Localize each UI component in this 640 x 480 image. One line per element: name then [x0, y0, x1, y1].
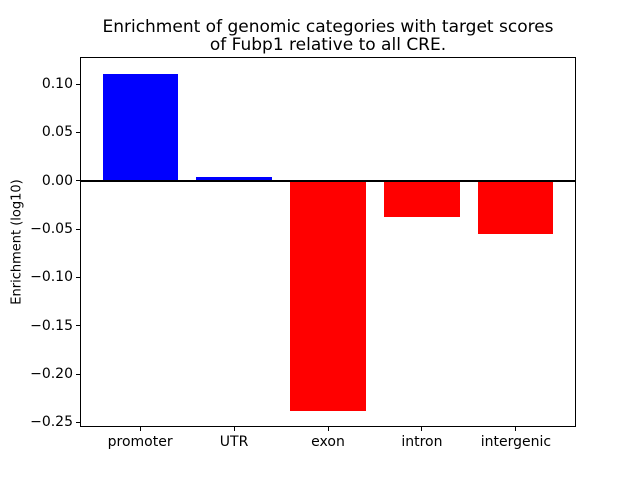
bar-intron [384, 180, 460, 218]
x-tick-mark [515, 427, 517, 431]
y-tick-mark [76, 180, 80, 182]
chart-title-line2: of Fubp1 relative to all CRE. [209, 35, 447, 55]
y-axis-label: Enrichment (log10) [9, 179, 25, 305]
x-tick-label-exon: exon [311, 434, 345, 450]
x-tick-label-UTR: UTR [219, 434, 249, 450]
y-tick-label: 0.10 [41, 76, 73, 93]
y-tick-mark [76, 228, 80, 230]
zero-line [80, 179, 576, 182]
bar-UTR [196, 176, 272, 181]
x-tick-mark [327, 427, 329, 431]
y-tick-label: −0.15 [30, 317, 73, 334]
y-tick-label: −0.25 [30, 414, 73, 431]
x-tick-label-promoter: promoter [107, 434, 173, 450]
x-tick-label-intron: intron [401, 434, 443, 450]
bar-promoter [102, 74, 178, 181]
y-tick-mark [76, 325, 80, 327]
y-tick-mark [76, 83, 80, 85]
y-tick-label: 0.00 [41, 172, 73, 189]
y-tick-mark [76, 276, 80, 278]
y-tick-mark [76, 373, 80, 375]
chart-title-line1: Enrichment of genomic categories with ta… [102, 17, 554, 37]
y-tick-label: 0.05 [41, 124, 73, 141]
x-tick-label-intergenic: intergenic [480, 434, 552, 450]
y-tick-label: −0.05 [30, 221, 73, 238]
y-tick-label: −0.10 [30, 269, 73, 286]
bar-exon [290, 180, 366, 411]
y-tick-mark [76, 131, 80, 133]
y-tick-mark [76, 421, 80, 423]
y-tick-label: −0.20 [30, 366, 73, 383]
x-tick-mark [139, 427, 141, 431]
bar-intergenic [478, 180, 554, 234]
x-tick-mark [233, 427, 235, 431]
chart-title: Enrichment of genomic categories with ta… [102, 18, 553, 54]
x-tick-mark [421, 427, 423, 431]
